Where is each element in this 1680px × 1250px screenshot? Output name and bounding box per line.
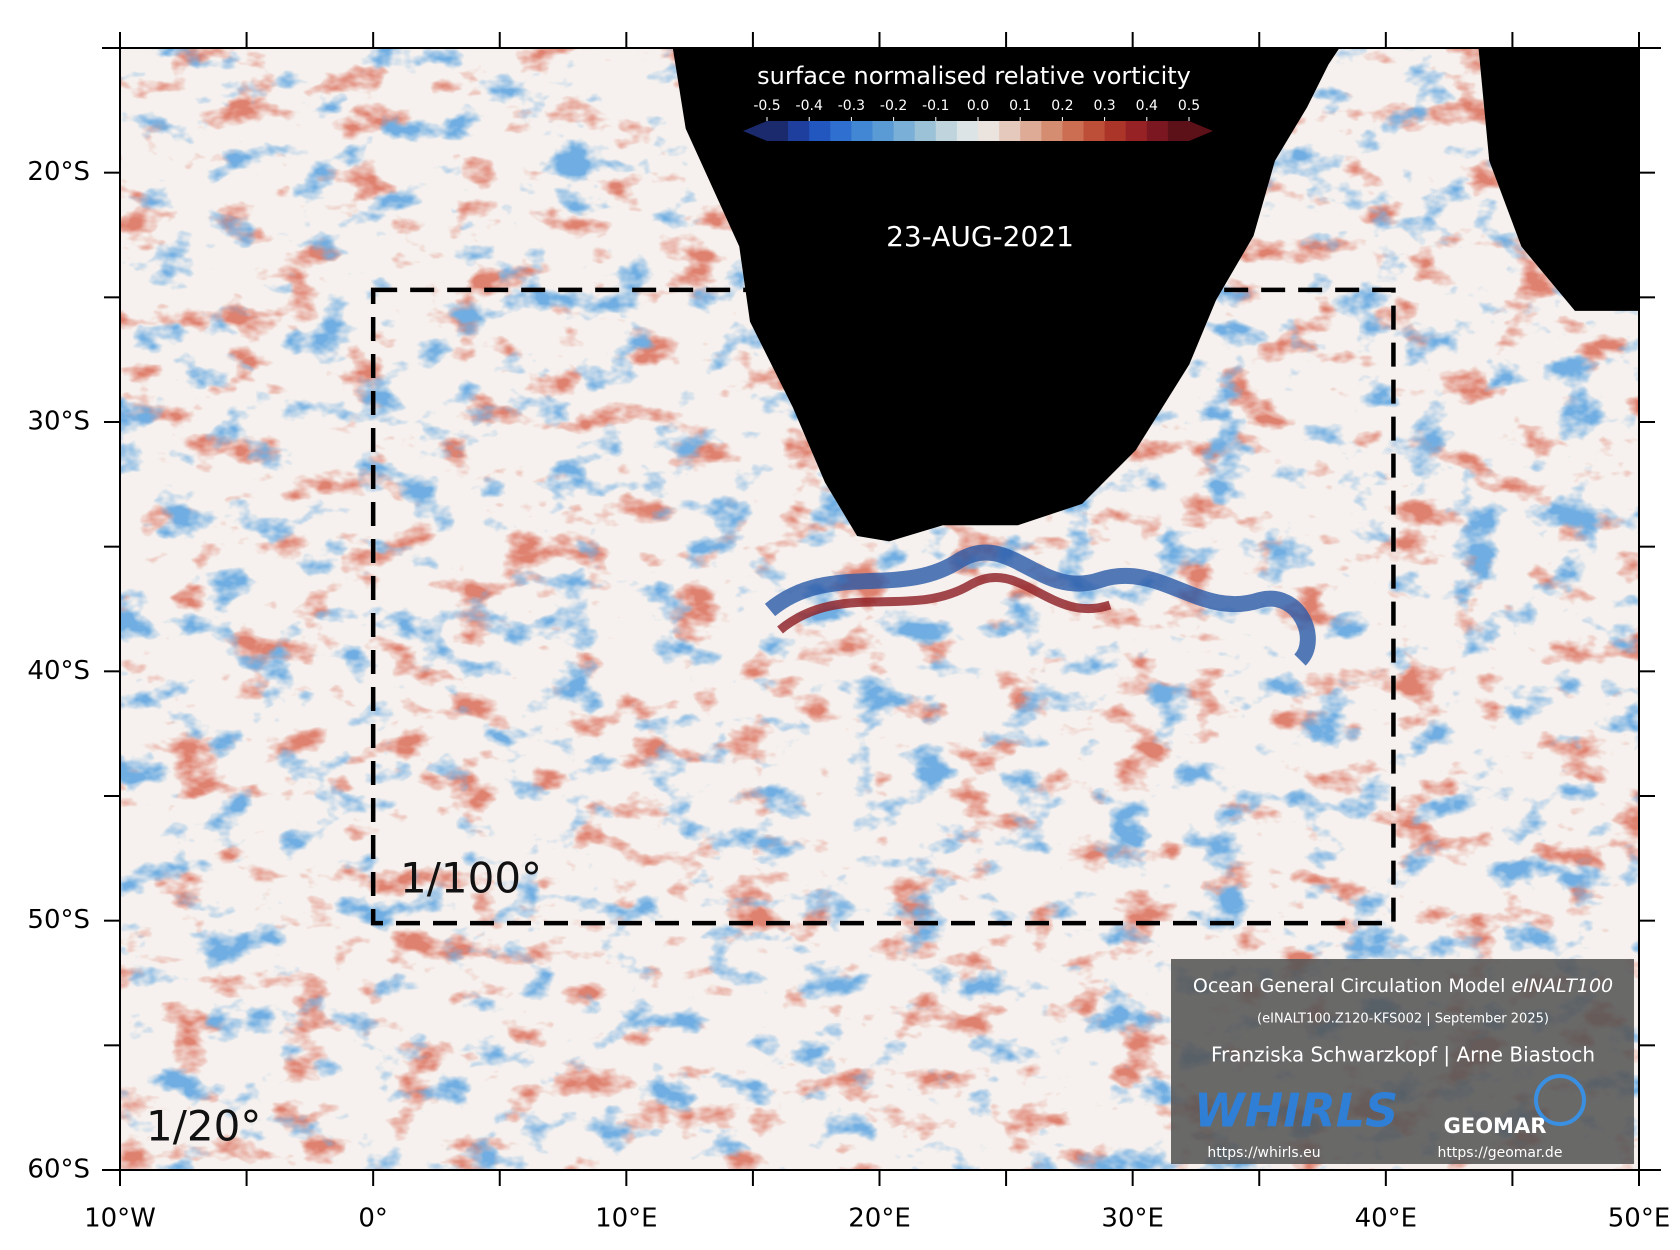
- colorbar-segment: [893, 121, 916, 141]
- colorbar-extend-high: [1189, 121, 1213, 141]
- colorbar-segment: [978, 121, 1000, 141]
- y-tick-label: 20°S: [27, 157, 90, 187]
- x-tick-label: 0°: [358, 1204, 388, 1234]
- vorticity-field: [120, 48, 1639, 1170]
- colorbar-extend-low: [743, 121, 767, 141]
- coarse-resolution-label: 1/20°: [146, 1102, 261, 1151]
- colorbar-segment: [851, 121, 873, 141]
- colorbar-tick-label: -0.2: [880, 98, 907, 114]
- credits-title-text: Ocean General Circulation Model: [1193, 975, 1512, 997]
- colorbar-tick-label: -0.5: [753, 98, 780, 114]
- y-tick-label: 60°S: [27, 1155, 90, 1185]
- colorbar-segment: [1104, 121, 1127, 141]
- colorbar-segment: [1146, 121, 1169, 141]
- x-tick-label: 10°E: [595, 1204, 658, 1234]
- colorbar-segment: [914, 121, 937, 141]
- colorbar-tick-label: 0.3: [1093, 98, 1115, 114]
- credits-background: [1171, 959, 1634, 1164]
- x-tick-label: 40°E: [1355, 1204, 1418, 1234]
- colorbar-segment: [1041, 121, 1063, 141]
- colorbar-segment: [1020, 121, 1042, 141]
- whirls-url[interactable]: https://whirls.eu: [1207, 1145, 1320, 1161]
- colorbar-segment: [956, 121, 979, 141]
- credits-authors: Franziska Schwarzkopf | Arne Biastoch: [1211, 1043, 1595, 1067]
- colorbar-segment: [872, 121, 895, 141]
- colorbar-segment: [788, 121, 810, 141]
- colorbar-tick-label: 0.0: [967, 98, 989, 114]
- geomar-emblem: [1534, 1074, 1586, 1126]
- x-tick-label: 10°W: [84, 1204, 156, 1234]
- colorbar-segment: [999, 121, 1021, 141]
- colorbar-segment: [809, 121, 831, 141]
- colorbar-tick-label: 0.2: [1051, 98, 1073, 114]
- geomar-logo: GEOMAR: [1444, 1114, 1547, 1138]
- colorbar-title: surface normalised relative vorticity: [757, 62, 1191, 90]
- credits-box: Ocean General Circulation Model eINALT10…: [1171, 959, 1634, 1164]
- colorbar-segment: [1083, 121, 1106, 141]
- geomar-url[interactable]: https://geomar.de: [1438, 1145, 1563, 1161]
- colorbar-tick-label: 0.1: [1009, 98, 1031, 114]
- y-tick-label: 50°S: [27, 905, 90, 935]
- colorbar-segment: [1062, 121, 1084, 141]
- colorbar-tick-label: -0.3: [838, 98, 865, 114]
- whirls-logo: WHIRLS: [1194, 1084, 1398, 1138]
- date-label: 23-AUG-2021: [886, 220, 1074, 253]
- credits-title: Ocean General Circulation Model eINALT10…: [1193, 975, 1613, 997]
- x-tick-label: 30°E: [1101, 1204, 1164, 1234]
- y-tick-label: 40°S: [27, 656, 90, 686]
- madagascar: [1478, 48, 1639, 311]
- colorbar-segment: [1167, 121, 1190, 141]
- colorbar-tick-label: 0.5: [1178, 98, 1200, 114]
- credits-model: eINALT100: [1511, 975, 1613, 997]
- colorbar-segment: [767, 121, 789, 141]
- land: [672, 48, 1639, 542]
- colorbar-segment: [935, 121, 958, 141]
- colorbar-tick-label: -0.4: [796, 98, 823, 114]
- colorbar-segment: [830, 121, 852, 141]
- credits-config: (eINALT100.Z120-KFS002 | September 2025): [1257, 1012, 1549, 1027]
- current-filament: [777, 572, 1112, 634]
- colorbar-tick-label: 0.4: [1136, 98, 1158, 114]
- africa: [672, 48, 1340, 542]
- colorbar-tick-label: -0.1: [922, 98, 949, 114]
- x-tick-label: 50°E: [1608, 1204, 1671, 1234]
- fine-region-box: [370, 287, 1396, 926]
- x-tick-label: 20°E: [848, 1204, 911, 1234]
- current-filament: [764, 544, 1316, 666]
- colorbar-segment: [1125, 121, 1148, 141]
- y-tick-label: 30°S: [27, 407, 90, 437]
- fine-resolution-label: 1/100°: [400, 854, 542, 903]
